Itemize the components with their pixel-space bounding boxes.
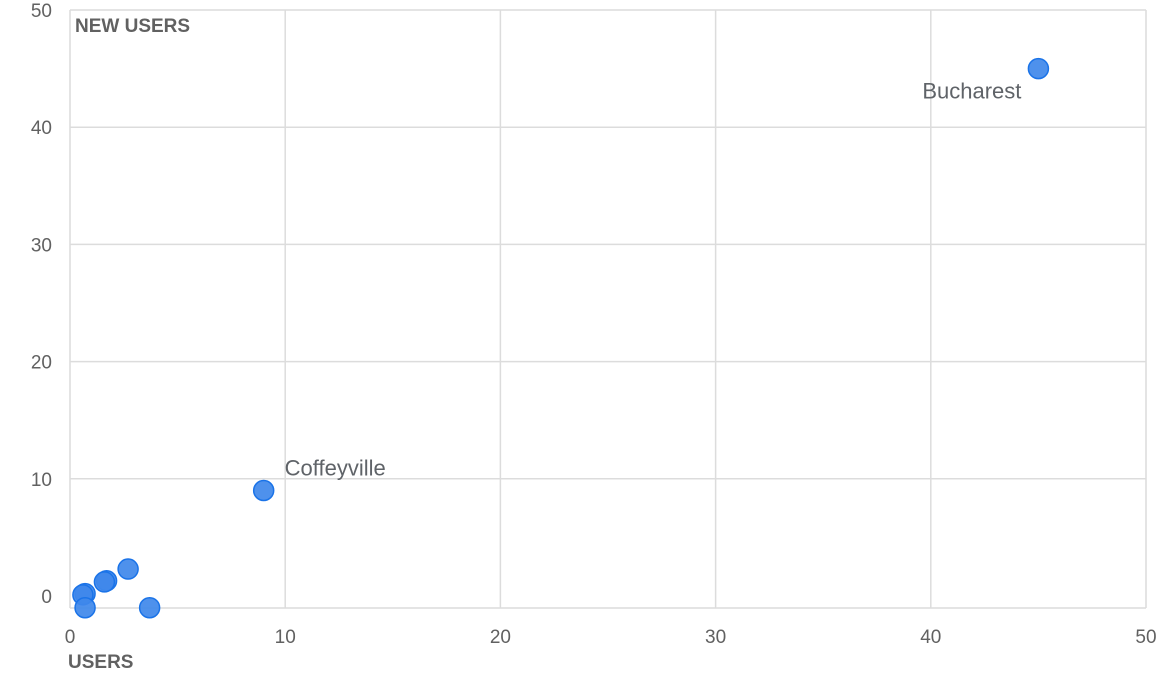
y-tick-label: 0	[41, 587, 52, 608]
y-tick-label: 20	[31, 353, 52, 374]
y-axis-title: NEW USERS	[75, 16, 190, 37]
point-label: Bucharest	[922, 79, 1021, 104]
x-tick-label: 30	[705, 627, 726, 648]
data-point[interactable]	[138, 596, 161, 619]
grid	[69, 9, 1147, 609]
y-tick-label: 10	[31, 470, 52, 491]
x-tick-label: 50	[1135, 627, 1156, 648]
data-point[interactable]	[252, 479, 275, 502]
data-point[interactable]	[93, 571, 116, 593]
point-labels: Bucharest Coffeyville	[285, 79, 1022, 481]
x-tick-label: 40	[920, 627, 941, 648]
y-tick-label: 40	[31, 118, 52, 139]
y-tick-label: 30	[31, 235, 52, 256]
point-label: Coffeyville	[285, 456, 386, 481]
x-tick-label: 20	[490, 627, 511, 648]
tick-labels: 0 10 20 30 40 50 0 10 20 30 40 50	[31, 1, 1157, 648]
y-tick-label: 50	[31, 1, 52, 22]
data-point[interactable]	[74, 596, 96, 619]
x-tick-label: 0	[65, 627, 76, 648]
data-point[interactable]	[117, 558, 139, 580]
x-tick-label: 10	[275, 627, 296, 648]
data-point[interactable]	[1027, 57, 1050, 80]
data-points	[72, 57, 1050, 619]
x-axis-title: USERS	[68, 652, 133, 673]
